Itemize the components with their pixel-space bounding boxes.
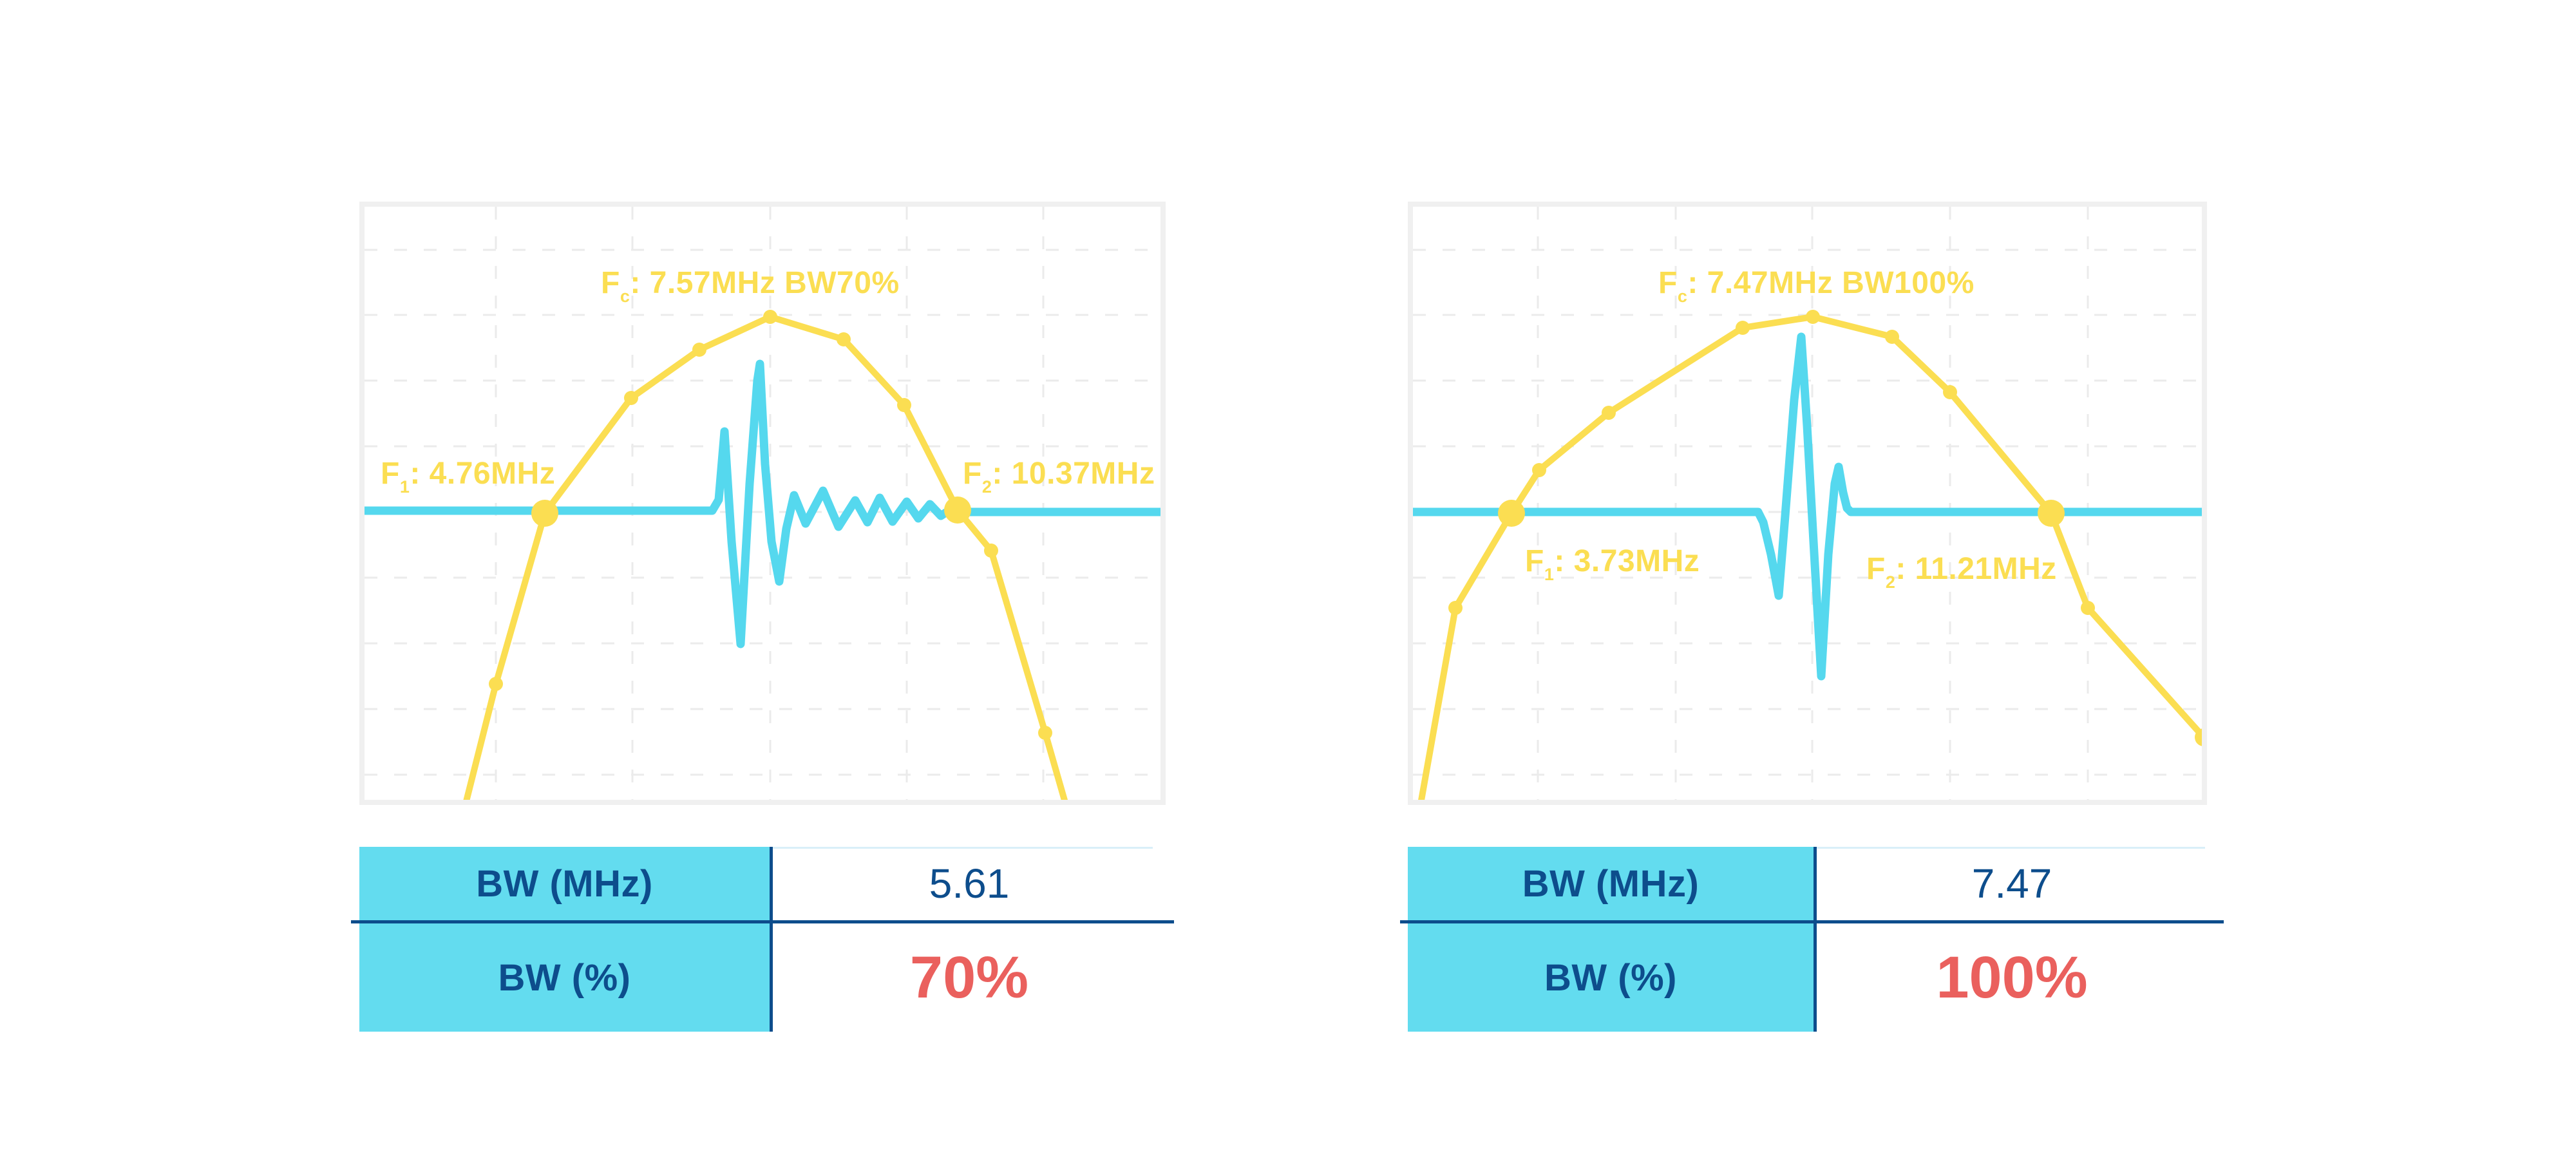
- data-point-dot: [837, 332, 851, 346]
- f2-annotation-subscript: 2: [981, 477, 992, 497]
- data-point-dot: [897, 398, 911, 412]
- spectrum-pulse-plot-bw100: [1413, 207, 2202, 800]
- data-point-dot: [1448, 601, 1463, 615]
- fc-annotation-base: F: [601, 266, 620, 300]
- f2-annotation-value: : 11.21MHz: [1895, 552, 2057, 586]
- f1-annotation-base: F: [381, 457, 400, 491]
- f2-annotation-value: : 10.37MHz: [992, 457, 1155, 491]
- table-row-label: BW (%): [359, 923, 770, 1032]
- f1-annotation-value: : 4.76MHz: [410, 457, 556, 491]
- f2-annotation-subscript: 2: [1885, 572, 1896, 592]
- bw-percent-value: 100%: [1936, 944, 2088, 1010]
- data-point-dot: [1943, 385, 1957, 399]
- data-point-dot: [984, 544, 998, 558]
- f1-annotation-subscript: 1: [1544, 565, 1555, 584]
- f2-annotation-base: F: [963, 457, 982, 491]
- fc-annotation-base: F: [1658, 266, 1678, 300]
- f1-annotation-base: F: [1525, 544, 1544, 578]
- bw-mhz-value: 7.47: [1971, 860, 2052, 907]
- fc-annotation-value: : 7.47MHz BW100%: [1687, 266, 1975, 300]
- table-row-label: BW (MHz): [1408, 847, 1814, 920]
- data-point-dot: [763, 310, 777, 324]
- spectrum-pulse-plot-bw70: [365, 207, 1160, 800]
- f1-annotation: F1: 4.76MHz: [381, 455, 556, 496]
- table-top-border: [1814, 847, 2205, 849]
- data-point-dot: [2195, 728, 2202, 746]
- f1-annotation: F1: 3.73MHz: [1525, 543, 1700, 583]
- table-column-divider: [1814, 847, 1817, 1032]
- bw-mhz-value: 5.61: [929, 860, 1010, 907]
- pulse-waveform: [365, 359, 1160, 648]
- data-point-dot: [2038, 500, 2065, 527]
- data-point-dot: [489, 677, 503, 691]
- bw-percent-value: 70%: [909, 944, 1029, 1010]
- fc-annotation: Fc: 7.47MHz BW100%: [1658, 265, 1975, 305]
- f2-annotation: F2: 11.21MHz: [1866, 551, 2057, 591]
- data-point-dot: [1602, 406, 1616, 420]
- f1-annotation-value: : 3.73MHz: [1554, 544, 1700, 578]
- data-point-dot: [531, 500, 558, 527]
- fc-annotation: Fc: 7.57MHz BW70%: [601, 265, 900, 305]
- chart-panel-bw70: Fc: 7.57MHz BW70% F1: 4.76MHz F2: 10.37M…: [359, 202, 1166, 805]
- table-row-divider: [1400, 920, 2224, 923]
- table-top-border: [770, 847, 1153, 849]
- table-row-label: BW (%): [1408, 923, 1814, 1032]
- fc-annotation-value: : 7.57MHz BW70%: [630, 266, 900, 300]
- data-point-dot: [1806, 310, 1820, 324]
- fc-annotation-subscript: c: [620, 287, 630, 306]
- bandwidth-table-bw100: BW (MHz) 7.47 BW (%) 100%: [1400, 847, 2224, 1032]
- table-row-divider: [351, 920, 1174, 923]
- data-point-dot: [1038, 726, 1052, 740]
- data-point-dot: [1736, 321, 1750, 335]
- chart-panel-bw100: Fc: 7.47MHz BW100% F1: 3.73MHz F2: 11.21…: [1408, 202, 2207, 805]
- table-row-label: BW (MHz): [359, 847, 770, 920]
- data-point-dot: [1498, 500, 1525, 527]
- data-point-dot: [2081, 601, 2095, 615]
- bandwidth-table-bw70: BW (MHz) 5.61 BW (%) 70%: [351, 847, 1174, 1032]
- pulse-waveform: [1413, 332, 2202, 681]
- data-point-dot: [624, 391, 638, 405]
- data-point-dot: [1885, 330, 1899, 344]
- f2-annotation-base: F: [1866, 552, 1886, 586]
- spectrum-curve: [463, 314, 1068, 800]
- f2-annotation: F2: 10.37MHz: [963, 455, 1155, 496]
- table-column-divider: [770, 847, 773, 1032]
- data-point-dot: [1532, 463, 1546, 477]
- data-point-dot: [944, 497, 971, 524]
- fc-annotation-subscript: c: [1677, 287, 1688, 306]
- f1-annotation-subscript: 1: [399, 477, 410, 497]
- data-point-dot: [692, 343, 706, 357]
- spectrum-curve: [1418, 314, 2202, 800]
